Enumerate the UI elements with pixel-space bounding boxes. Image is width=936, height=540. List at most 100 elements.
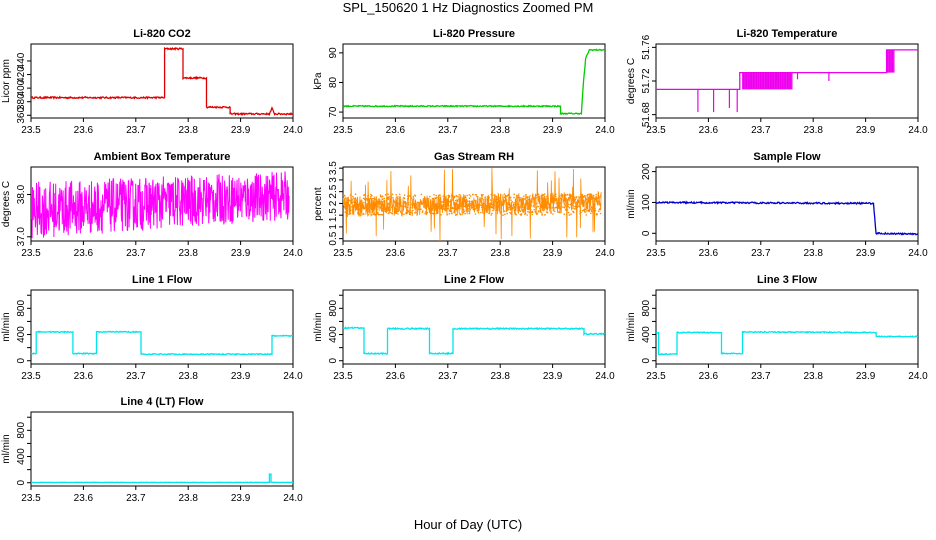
data-point xyxy=(490,193,493,196)
data-point xyxy=(396,202,399,204)
data-point xyxy=(571,194,574,196)
y-tick-label: 400 xyxy=(16,79,27,96)
data-point xyxy=(471,203,474,206)
data-point xyxy=(347,204,349,207)
data-point xyxy=(469,203,472,205)
data-point xyxy=(451,212,453,215)
data-point xyxy=(453,211,455,213)
data-point xyxy=(492,208,495,210)
data-point xyxy=(438,200,440,203)
data-point xyxy=(389,199,392,202)
data-point xyxy=(553,210,556,213)
data-point xyxy=(519,213,522,216)
data-point xyxy=(441,205,443,207)
data-point xyxy=(490,206,493,208)
data-point xyxy=(598,202,600,205)
data-point xyxy=(461,213,463,216)
data-point xyxy=(386,197,388,200)
x-tick-label: 24.0 xyxy=(283,248,303,259)
data-point xyxy=(484,196,486,199)
data-point xyxy=(347,202,349,205)
data-point xyxy=(574,205,576,208)
data-point xyxy=(363,198,366,201)
data-point xyxy=(467,208,470,210)
panel-frame xyxy=(30,411,294,487)
data-point xyxy=(543,199,546,202)
x-tick-label: 24.0 xyxy=(595,125,615,136)
x-tick-label: 23.6 xyxy=(699,248,719,259)
data-point xyxy=(554,198,556,201)
data-point xyxy=(359,208,361,211)
data-point xyxy=(506,205,509,208)
data-point xyxy=(473,208,476,211)
data-point xyxy=(421,211,424,214)
data-point xyxy=(469,195,472,197)
data-point xyxy=(395,194,398,196)
data-point xyxy=(558,195,561,198)
data-point xyxy=(567,203,570,206)
data-point xyxy=(535,202,538,205)
data-point xyxy=(446,207,449,210)
data-point xyxy=(568,194,570,196)
y-tick-label: 37.0 xyxy=(16,227,27,247)
data-point xyxy=(575,196,578,199)
data-point xyxy=(579,196,581,198)
data-point xyxy=(488,212,490,215)
data-point xyxy=(547,200,549,203)
x-tick-label: 24.0 xyxy=(283,371,303,382)
data-point xyxy=(510,209,513,211)
data-point xyxy=(428,202,430,205)
data-point xyxy=(506,203,508,205)
data-point xyxy=(509,196,511,199)
data-point xyxy=(391,213,394,215)
data-point xyxy=(378,203,380,205)
data-point xyxy=(411,210,413,212)
x-tick-label: 23.8 xyxy=(803,371,823,382)
data-point xyxy=(551,199,553,202)
data-point xyxy=(368,211,371,213)
data-point xyxy=(540,204,543,206)
data-point xyxy=(448,195,451,197)
y-tick-label: 420 xyxy=(16,66,27,83)
data-point xyxy=(586,206,589,208)
data-point xyxy=(514,201,516,204)
data-point xyxy=(484,204,487,207)
y-axis-label: ml/min xyxy=(626,189,637,218)
data-point xyxy=(375,205,377,208)
data-point xyxy=(455,203,457,206)
data-point xyxy=(543,206,545,209)
data-point xyxy=(357,210,360,213)
data-point xyxy=(349,200,351,202)
data-point xyxy=(493,204,495,207)
data-point xyxy=(469,200,471,203)
data-point xyxy=(420,193,423,196)
y-axis-label: ml/min xyxy=(313,312,324,341)
data-point xyxy=(448,212,451,215)
y-tick-label: 3.5 xyxy=(328,161,339,175)
chart-panel-4: Ambient Box Temperature 23.5 23.6 23.7 23.8 2… xyxy=(1,151,303,259)
data-point xyxy=(565,208,568,210)
data-point xyxy=(503,201,506,203)
data-point xyxy=(492,209,494,212)
y-axis-label: degrees C xyxy=(1,181,12,227)
data-point xyxy=(374,213,377,216)
data-point xyxy=(463,205,466,208)
data-point xyxy=(554,199,557,202)
data-point xyxy=(574,198,577,201)
data-point xyxy=(414,207,416,209)
data-point xyxy=(563,213,566,215)
data-point xyxy=(423,206,425,208)
data-point xyxy=(497,206,500,208)
data-point xyxy=(462,202,465,204)
data-point xyxy=(378,205,380,208)
data-point xyxy=(349,194,352,196)
data-point xyxy=(437,196,440,198)
data-point xyxy=(522,202,524,204)
data-point xyxy=(569,203,571,206)
data-point xyxy=(381,208,384,210)
data-point xyxy=(502,214,504,216)
data-point xyxy=(581,197,584,199)
data-point xyxy=(530,198,532,200)
data-point xyxy=(454,207,457,210)
